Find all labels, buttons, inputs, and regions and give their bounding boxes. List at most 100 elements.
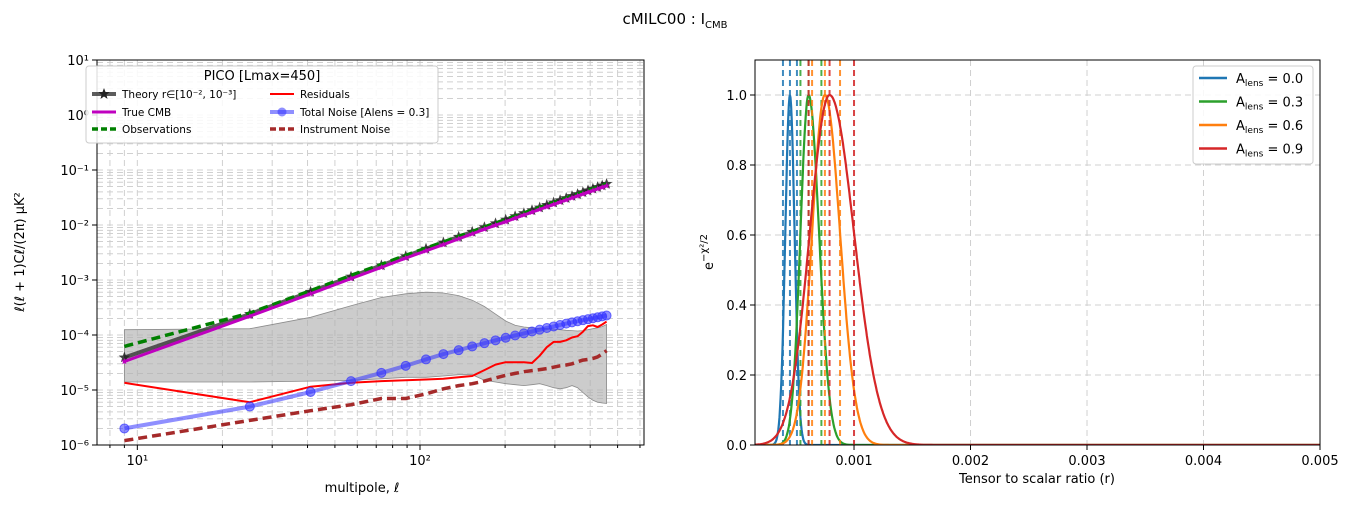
right-x-tick-label: 0.002 — [952, 454, 989, 469]
left-y-tick-label: 10⁻⁴ — [60, 329, 89, 344]
left-legend: PICO [Lmax=450] Theory r∈[10⁻², 10⁻³] Res… — [85, 65, 439, 144]
left-x-axis-label: multipole, ℓ — [325, 481, 400, 496]
left-point-small — [492, 221, 499, 229]
left-point-small — [481, 225, 488, 232]
right-legend-box — [1192, 65, 1314, 165]
right-ticks: 0.001 0.002 0.003 0.004 0.005 0.0 0.2 0.4 0.6 0.8… — [726, 89, 1338, 469]
left-y-tick-label: 10⁻⁶ — [60, 439, 89, 454]
left-point-small — [536, 205, 543, 213]
left-ticks: 10¹ 10² 10⁻⁶ 10⁻⁵ 10⁻⁴ 10⁻³ 10⁻² 10⁻¹ 10⁰ 10¹ — [60, 54, 641, 469]
left-point-circle — [453, 345, 464, 356]
left-legend-label: Total Noise [Alens = 0.3] — [299, 107, 429, 119]
left-legend-marker — [98, 88, 110, 99]
left-band-area — [124, 291, 607, 404]
left-legend-label: Observations — [122, 124, 191, 136]
left-point-circle — [500, 332, 511, 343]
left-point-small — [594, 185, 601, 192]
left-point-small — [440, 241, 447, 248]
left-point-circle — [244, 401, 255, 412]
left-series-line — [124, 349, 608, 443]
left-y-tick-label: 10⁻¹ — [60, 164, 89, 179]
left-point-circle — [510, 330, 521, 341]
left-point-circle — [400, 360, 411, 371]
left-series-4 — [119, 310, 612, 434]
left-point-small — [550, 200, 557, 208]
left-y-tick-label: 10⁻⁵ — [60, 384, 89, 399]
right-x-tick-label: 0.001 — [835, 454, 872, 469]
left-point-small — [568, 194, 576, 201]
left-point-small — [422, 247, 430, 254]
left-point-circle — [438, 349, 449, 360]
right-axes-frame — [754, 59, 1321, 446]
right-x-axis-label: Tensor to scalar ratio (r) — [958, 472, 1115, 487]
left-legend-label: Instrument Noise — [300, 124, 390, 136]
left-legend-label: Residuals — [300, 89, 350, 101]
left-point-small — [598, 183, 606, 191]
left-y-tick-label: 10⁰ — [67, 109, 89, 124]
left-point-small — [556, 198, 564, 205]
right-series-3 — [755, 60, 1320, 445]
left-point-small — [307, 290, 314, 297]
right-y-tick-label: 1.0 — [726, 89, 747, 104]
left-point-star — [118, 351, 131, 363]
left-point-small — [502, 218, 509, 225]
left-point-small — [589, 187, 597, 194]
right-chart: 0.001 0.002 0.003 0.004 0.005 0.0 0.2 0.4 0.6 0.8… — [699, 59, 1339, 487]
right-y-tick-label: 0.8 — [726, 159, 747, 174]
left-series-3 — [124, 320, 608, 404]
left-series-1 — [121, 182, 610, 365]
left-point-circle — [467, 341, 478, 352]
figure-title: cMILC00 : ICMB — [622, 10, 727, 31]
right-series-0 — [755, 60, 1320, 445]
left-series-line — [124, 320, 608, 404]
left-point-small — [468, 230, 476, 237]
left-y-tick-label: 10⁻³ — [60, 274, 89, 289]
left-legend-label: Theory r∈[10⁻², 10⁻³] — [121, 89, 236, 101]
left-uncertainty-band — [124, 291, 607, 404]
left-point-small — [562, 196, 570, 203]
right-y-tick-label: 0.4 — [726, 299, 747, 314]
left-point-circle — [345, 376, 356, 387]
left-legend-label: True CMB — [121, 107, 171, 119]
left-series-group — [118, 178, 613, 443]
left-axes-frame — [96, 59, 645, 446]
left-point-small — [455, 235, 462, 242]
right-x-tick-label: 0.005 — [1301, 454, 1338, 469]
left-point-small — [121, 358, 128, 365]
left-y-tick-label: 10⁻² — [60, 219, 89, 234]
left-point-small — [246, 312, 254, 319]
left-point-small — [528, 208, 536, 215]
left-point-small — [402, 254, 409, 261]
left-point-small — [378, 263, 385, 271]
right-series-curve — [755, 93, 1320, 445]
right-x-tick-label: 0.004 — [1185, 454, 1222, 469]
left-point-circle — [490, 335, 501, 346]
left-point-circle — [119, 423, 130, 434]
left-point-circle — [376, 367, 387, 378]
right-y-tick-label: 0.2 — [726, 369, 747, 384]
left-point-small — [584, 188, 592, 196]
left-point-small — [574, 192, 581, 199]
left-point-circle — [305, 386, 316, 397]
left-legend-box — [85, 65, 439, 144]
left-point-small — [520, 211, 528, 218]
left-x-tick-label: 10² — [409, 454, 431, 469]
left-point-circle — [518, 328, 529, 339]
left-legend-title: PICO [Lmax=450] — [204, 69, 321, 84]
left-point-circle — [601, 310, 612, 321]
right-x-tick-label: 0.003 — [1068, 454, 1105, 469]
left-point-small — [347, 275, 355, 282]
left-x-tick-label: 10¹ — [126, 454, 148, 469]
left-point-small — [603, 182, 610, 189]
left-point-small — [579, 190, 587, 197]
left-chart: 10¹ 10² 10⁻⁶ 10⁻⁵ 10⁻⁴ 10⁻³ 10⁻² 10⁻¹ 10⁰ 10¹ mul… — [13, 54, 645, 496]
left-point-small — [511, 214, 519, 221]
left-y-axis-label: ℓ(ℓ + 1)Cℓ/(2π) μK² — [13, 192, 28, 313]
right-y-axis-label: e−χ²/2 — [699, 234, 717, 270]
left-point-small — [543, 203, 551, 210]
left-point-circle — [420, 354, 431, 365]
right-series-curve — [755, 93, 1320, 445]
right-y-tick-label: 0.0 — [726, 439, 747, 454]
left-point-circle — [479, 338, 490, 349]
